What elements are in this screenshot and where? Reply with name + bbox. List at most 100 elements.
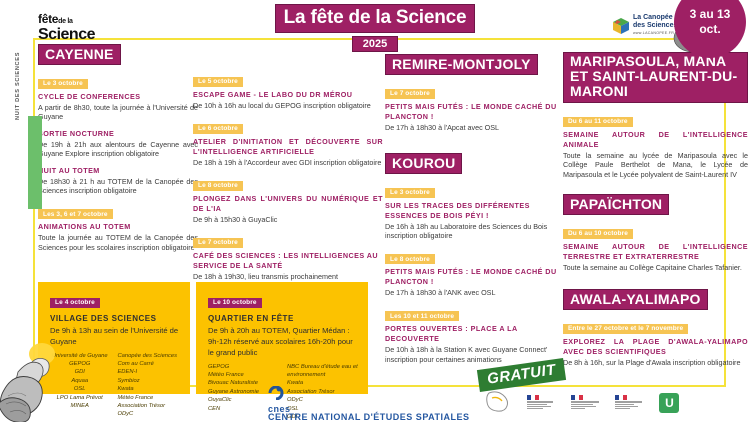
event-body: De 16h à 18h au Laboratoire des Sciences…	[385, 221, 548, 241]
fete-de-la-science-logo: fêtede la Science	[38, 12, 95, 43]
event-title: PORTES OUVERTES : PLACE A LA DECOUVERTE	[385, 324, 518, 343]
event-title: SEMAINE AUTOUR DE L'INTELLIGENCE TERREST…	[563, 241, 748, 261]
event-title: NUIT AU TOTEM	[38, 165, 100, 175]
event-title: SEMAINE AUTOUR DE L'INTELLIGENCE ANIMALE	[563, 129, 748, 149]
village-des-sciences-box: Le 4 octobre VILLAGE DES SCIENCES De 9h …	[38, 282, 190, 417]
box-title: QUARTIER EN FÊTE	[208, 313, 294, 323]
box-date-tag: Le 10 octobre	[208, 297, 262, 308]
event-item: Le 7 octobre CAFÉ DES SCIENCES : LES INT…	[193, 231, 383, 281]
hand-lightbulb-illustration	[0, 338, 90, 422]
event-title: SUR LES TRACES DES DIFFÉRENTES ESSENCES …	[385, 200, 530, 220]
event-title: PETITS MAIS FUTÉS : LE MONDE CACHÉ DU PL…	[385, 267, 557, 286]
canopee-url: www.LACANOPEE.FR	[633, 31, 675, 35]
org-item: GEPOG	[69, 360, 91, 367]
org-item: MINEA	[70, 402, 89, 409]
event-body: De 19h à 21h aux alentours de Cayenne av…	[38, 139, 198, 159]
event-item: Entre le 27 octobre et le 7 novembre EXP…	[563, 317, 748, 367]
column-remire-kourou: REMIRE-MONTJOLY Le 7 octobre PETITS MAIS…	[385, 44, 560, 371]
canopee-des-sciences-logo: La Canopée des Sciences www.LACANOPEE.FR	[612, 14, 677, 38]
org-item: OuyaClic	[208, 397, 232, 404]
org-item: EDEN-I	[117, 369, 138, 376]
logo-line2: Science	[38, 26, 95, 43]
date-badge-line2: oct.	[699, 22, 721, 36]
event-date-tag: Du 6 au 10 octobre	[563, 228, 633, 239]
event-date-tag: Les 10 et 11 octobre	[385, 311, 460, 321]
org-item: GDI	[74, 369, 85, 376]
event-item: Le 7 octobre PETITS MAIS FUTÉS : LE MOND…	[385, 82, 560, 132]
event-date-tag: Le 8 octobre	[193, 180, 243, 191]
org-item: OSL	[287, 405, 299, 412]
org-column-left: GEPOG Météo France Bivouac Naturaliste G…	[208, 363, 279, 422]
event-item: Les 10 et 11 octobre PORTES OUVERTES : P…	[385, 305, 560, 365]
page-title: La fête de la Science	[274, 4, 476, 33]
event-body: De 10h à 18h à la Station K avec Guyane …	[385, 345, 548, 364]
cnes-logo: cnes CENTRE NATIONAL D'ÉTUDES SPATIALES	[268, 385, 469, 421]
event-title: SORTIE NOCTURNE	[38, 128, 115, 138]
box-body: De 9h à 20h au TOTEM, Quartier Médan : 9…	[208, 325, 353, 357]
column-cayenne: NUIT DES SCIENCES CAYENNE Le 3 octobre C…	[15, 44, 198, 259]
city-heading-papaichton: PAPAÏCHTON	[563, 194, 670, 215]
org-item: GEPOG	[208, 363, 230, 370]
event-title: PLONGEZ DANS L'UNIVERS DU NUMÉRIQUE ET D…	[193, 193, 383, 213]
event-item: Les 3, 6 et 7 octobre ANIMATIONS AU TOTE…	[38, 203, 198, 253]
logo-line1-small: de la	[58, 18, 73, 25]
column-maripasoula-papaichton-awala: MARIPASOULA, MANA ET SAINT-LAURENT-DU-MA…	[563, 44, 748, 374]
columns-container: NUIT DES SCIENCES CAYENNE Le 3 octobre C…	[15, 44, 748, 387]
canopee-label: La Canopée des Sciences www.LACANOPEE.FR	[633, 14, 677, 38]
org-item: Université de Guyane	[51, 352, 108, 359]
event-body: De 18h30 à 21 h au TOTEM de la Canopée d…	[38, 176, 198, 196]
org-item: Kwata	[117, 386, 134, 393]
box-body: De 9h à 13h au sein de l'Université de G…	[50, 325, 179, 346]
event-body: De 9h à 15h30 à GuyaClic	[193, 214, 278, 224]
org-item: CEN	[208, 405, 221, 412]
event-item: Le 5 octobre ESCAPE GAME - LE LABO DU DR…	[193, 70, 383, 110]
city-heading-kourou: KOUROU	[385, 153, 463, 174]
event-item: Du 6 au 10 octobre SEMAINE AUTOUR DE L'I…	[563, 222, 748, 272]
event-date-tag: Le 3 octobre	[385, 187, 435, 198]
org-item: Météo France	[117, 394, 154, 401]
event-title: ESCAPE GAME - LE LABO DU DR MÉROU	[193, 89, 353, 99]
event-body: De 17h à 18h30 à l'Apcat avec OSL	[385, 122, 500, 132]
org-item: Aquaa	[71, 377, 89, 384]
event-body: De 17h à 18h30 à l'ANK avec OSL	[385, 288, 496, 297]
org-item: Association Trésor	[287, 388, 335, 395]
guyane-outline-logo	[483, 389, 513, 418]
event-date-tag: Entre le 27 octobre et le 7 novembre	[563, 323, 689, 334]
event-body: De 18h à 19h30, lieu transmis prochainem…	[193, 271, 339, 281]
org-item: Com au Carré	[117, 360, 154, 367]
org-column-right: NBC Bureau d'étude eau et environnement …	[287, 363, 358, 422]
event-title: ATELIER D'INITIATION ET DÉCOUVERTE SUR L…	[193, 136, 383, 156]
box-org-columns: Université de Guyane GEPOG GDI Aquaa OSL…	[50, 352, 180, 419]
quartier-en-fete-box: Le 10 octobre QUARTIER EN FÊTE De 9h à 2…	[196, 282, 368, 420]
event-item: Le 8 octobre PLONGEZ DANS L'UNIVERS DU N…	[193, 174, 383, 224]
org-item: Canopée des Sciences	[117, 352, 178, 359]
org-column-left: Université de Guyane GEPOG GDI Aquaa OSL…	[50, 352, 109, 419]
cube-icon	[612, 17, 630, 35]
city-heading-maripasoula: MARIPASOULA, MANA ET SAINT-LAURENT-DU-MA…	[563, 52, 748, 103]
event-body: Toute la semaine au Collège Capitaine Ch…	[563, 262, 742, 272]
event-date-tag: Le 3 octobre	[38, 78, 88, 89]
box-title: VILLAGE DES SCIENCES	[50, 313, 157, 323]
event-title: CYCLE DE CONFERENCES	[38, 91, 141, 101]
canopee-line1: La Canopée	[633, 14, 673, 21]
event-date-tag: Le 6 octobre	[193, 123, 243, 134]
event-item: Le 3 octobre CYCLE DE CONFERENCES A part…	[38, 72, 198, 122]
event-date-tag: Les 3, 6 et 7 octobre	[38, 209, 113, 219]
event-title: ANIMATIONS AU TOTEM	[38, 222, 131, 231]
date-badge: 3 au 13 oct.	[674, 0, 746, 58]
city-heading-cayenne: CAYENNE	[38, 44, 121, 65]
org-column-right: Canopée des Sciences Com au Carré EDEN-I…	[117, 352, 180, 419]
partner-logos-strip: cnes CENTRE NATIONAL D'ÉTUDES SPATIALES …	[268, 385, 750, 421]
republique-francaise-logo-3	[615, 395, 645, 410]
universite-de-guyane-logo: U	[659, 393, 680, 413]
event-date-tag: Le 8 octobre	[385, 254, 435, 264]
box-org-columns: GEPOG Météo France Bivouac Naturaliste G…	[208, 363, 358, 422]
org-item: Météo France	[208, 371, 244, 378]
ug-mark: U	[659, 393, 680, 413]
event-item: Le 8 octobre PETITS MAIS FUTÉS : LE MOND…	[385, 248, 560, 298]
logo-line1: fête	[38, 12, 59, 26]
event-title: PETITS MAIS FUTÉS : LE MONDE CACHÉ DU PL…	[385, 101, 557, 121]
poster-title-block: La fête de la Science 2025	[0, 4, 750, 52]
event-date-tag: Du 6 au 11 octobre	[563, 116, 633, 127]
